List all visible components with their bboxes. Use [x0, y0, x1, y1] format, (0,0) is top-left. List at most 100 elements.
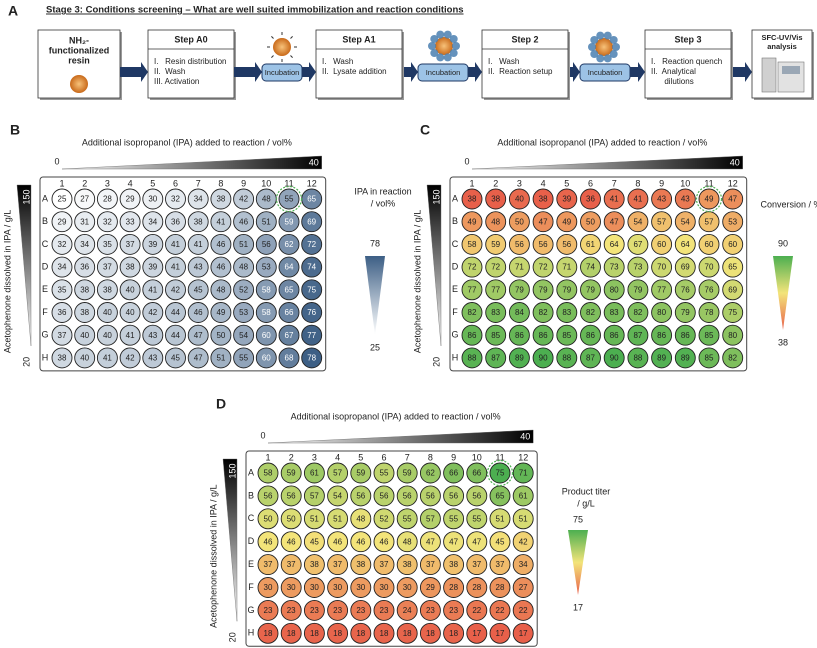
well-value: 42 — [148, 308, 157, 317]
well — [280, 485, 302, 507]
well — [327, 462, 349, 484]
well-value: 17 — [519, 629, 528, 638]
well — [327, 554, 349, 576]
instrument-screen — [782, 66, 800, 74]
well — [165, 347, 186, 369]
well — [278, 233, 300, 255]
well — [301, 211, 323, 233]
well-value: 90 — [610, 354, 619, 363]
row-label: D — [452, 261, 459, 271]
well — [674, 279, 696, 301]
step-title: Step A1 — [342, 34, 375, 44]
well-value: 23 — [287, 606, 296, 615]
well — [698, 188, 720, 210]
row-label: E — [248, 559, 254, 569]
well-value: 30 — [356, 583, 365, 592]
row-label: C — [248, 513, 255, 523]
well — [74, 347, 96, 369]
well — [142, 347, 164, 369]
well — [327, 485, 349, 507]
row-label: A — [452, 193, 458, 203]
well — [301, 302, 323, 323]
resin-bead — [70, 75, 88, 93]
well-value: 69 — [307, 217, 316, 226]
well — [512, 531, 534, 553]
well-value: 77 — [468, 285, 477, 294]
arrow — [404, 62, 418, 82]
well — [74, 188, 96, 210]
well — [373, 485, 395, 507]
well — [210, 211, 232, 233]
well-value: 17 — [472, 629, 481, 638]
incubation — [579, 63, 631, 82]
arrow — [630, 62, 645, 82]
column-label: 12 — [518, 452, 528, 462]
enzyme — [443, 53, 452, 62]
well — [532, 279, 554, 301]
well — [532, 302, 554, 323]
well-value: 51 — [216, 354, 225, 363]
well — [466, 577, 488, 598]
well — [280, 462, 302, 484]
well — [674, 324, 696, 346]
well-value: 38 — [403, 560, 412, 569]
box — [644, 29, 732, 99]
well — [350, 485, 372, 507]
start-label: resin — [68, 55, 90, 65]
well-value: 75 — [496, 469, 505, 478]
well-value: 55 — [472, 514, 481, 523]
colorbar — [568, 530, 588, 595]
well-value: 59 — [287, 469, 296, 478]
well — [187, 188, 209, 210]
well — [51, 347, 73, 369]
well-value: 28 — [449, 583, 458, 592]
well — [165, 233, 186, 255]
well-value: 48 — [403, 537, 412, 546]
well — [443, 554, 465, 576]
well — [301, 279, 323, 301]
well — [396, 531, 418, 553]
well-value: 85 — [705, 331, 714, 340]
column-label: 6 — [588, 178, 593, 188]
well-value: 85 — [491, 331, 500, 340]
step-item: I. Resin distribution — [154, 57, 226, 66]
well-value: 41 — [610, 195, 619, 204]
well-value: 57 — [310, 492, 319, 501]
well — [51, 211, 73, 233]
well-value: 42 — [126, 354, 135, 363]
well-value: 33 — [126, 217, 135, 226]
well-value: 38 — [194, 217, 203, 226]
well — [485, 233, 507, 255]
well — [722, 211, 744, 233]
well-value: 47 — [426, 537, 435, 546]
well-value: 42 — [239, 195, 248, 204]
well — [233, 256, 255, 278]
column-label: 8 — [218, 178, 223, 188]
well — [96, 211, 118, 233]
well-value: 41 — [126, 331, 135, 340]
well-value: 73 — [610, 263, 619, 272]
column-label: 8 — [635, 178, 640, 188]
incubation — [261, 63, 303, 82]
column-label: 6 — [173, 178, 178, 188]
well-value: 50 — [216, 331, 225, 340]
well-value: 34 — [148, 217, 157, 226]
well-value: 85 — [562, 331, 571, 340]
well — [51, 188, 73, 210]
well — [443, 531, 465, 553]
well-value: 37 — [380, 560, 389, 569]
well — [119, 256, 141, 278]
row-label: E — [452, 284, 458, 294]
step-item: I. Reaction quench — [651, 57, 722, 66]
well — [96, 347, 118, 369]
ray — [271, 36, 274, 39]
well — [489, 531, 511, 553]
well-value: 35 — [58, 285, 67, 294]
well-value: 18 — [310, 629, 319, 638]
well — [556, 233, 578, 255]
enzyme — [436, 53, 445, 62]
well-value: 60 — [728, 240, 737, 249]
incubation-label: Incubation — [265, 68, 300, 77]
well — [210, 302, 232, 323]
well — [556, 347, 578, 369]
